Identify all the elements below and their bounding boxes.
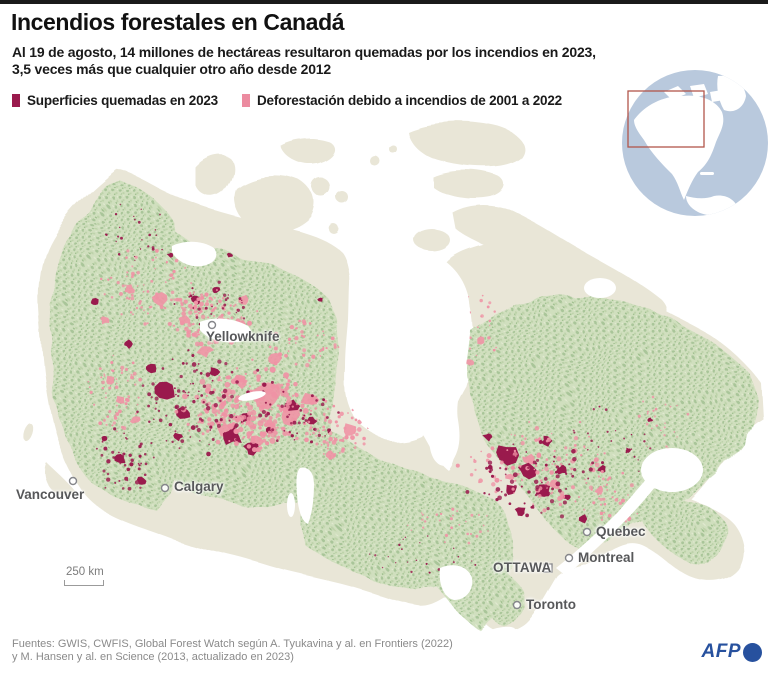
water-layer: [172, 241, 703, 642]
globe-landmass: [634, 75, 746, 216]
sources-line1: Fuentes: GWIS, CWFIS, Global Forest Watc…: [12, 638, 453, 650]
city-label-calgary: Calgary: [174, 479, 224, 494]
sources: Fuentes: GWIS, CWFIS, Global Forest Watc…: [12, 638, 453, 663]
scale-bar: [64, 580, 104, 586]
city-label-toronto: Toronto: [526, 597, 576, 612]
legend-label-deforestation: Deforestación debido a incendios de 2001…: [257, 93, 562, 108]
montreal-marker: [564, 553, 574, 563]
city-label-yellowknife: Yellowknife: [206, 329, 280, 344]
afp-logo-text: AFP: [701, 641, 741, 662]
burned-swatch-icon: [12, 94, 20, 107]
quebec-marker: [582, 527, 592, 537]
sources-line2: y M. Hansen y al. en Science (2013, actu…: [12, 650, 294, 663]
city-label-quebec: Quebec: [596, 524, 646, 539]
page-title: Incendios forestales en Canadá: [11, 9, 345, 35]
city-label-ottawa: OTTAWA: [493, 560, 552, 575]
legend-item-burned: Superficies quemadas en 2023: [12, 93, 218, 108]
scale-label: 250 km: [66, 566, 104, 578]
city-label-vancouver: Vancouver: [16, 487, 85, 502]
toronto-marker: [512, 600, 522, 610]
yellowknife-marker: [207, 320, 217, 330]
deforestation-swatch-icon: [242, 94, 250, 107]
globe-highlight-frame: [627, 90, 705, 148]
fire-damage-layer: [87, 203, 690, 574]
globe-locator-inset: [622, 70, 768, 216]
ottawa-marker: [543, 563, 553, 573]
legend-label-burned: Superficies quemadas en 2023: [27, 93, 218, 108]
city-markers: [68, 320, 592, 610]
legend: Superficies quemadas en 2023 Deforestaci…: [12, 93, 562, 108]
map-scale: 250 km: [64, 566, 104, 586]
legend-item-deforestation: Deforestación debido a incendios de 2001…: [242, 93, 562, 108]
subtitle-line2: 3,5 veces más que cualquier otro año des…: [12, 61, 331, 77]
city-label-montreal: Montreal: [578, 550, 635, 565]
vancouver-marker: [68, 476, 78, 486]
subtitle-line1: Al 19 de agosto, 14 millones de hectárea…: [12, 44, 596, 60]
top-rule: [0, 0, 768, 4]
subtitle: Al 19 de agosto, 14 millones de hectárea…: [12, 44, 612, 78]
afp-logo: AFP: [701, 641, 762, 663]
afp-globe-icon: [743, 642, 762, 662]
calgary-marker: [160, 483, 170, 493]
